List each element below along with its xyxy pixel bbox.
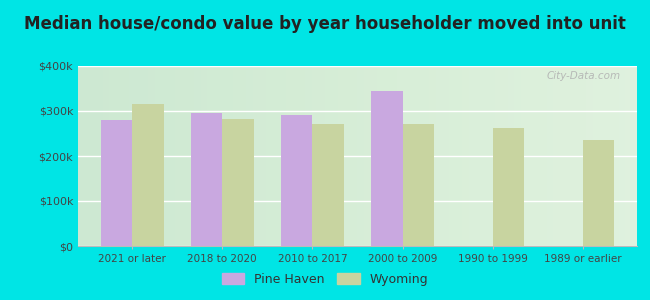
Bar — [190, 113, 222, 246]
Bar — [222, 118, 254, 246]
Text: City-Data.com: City-Data.com — [546, 71, 620, 81]
Bar — [281, 115, 313, 246]
Bar — [132, 104, 164, 246]
Bar — [371, 91, 402, 246]
Bar — [101, 120, 132, 246]
Text: Median house/condo value by year householder moved into unit: Median house/condo value by year househo… — [24, 15, 626, 33]
Legend: Pine Haven, Wyoming: Pine Haven, Wyoming — [216, 268, 434, 291]
Bar — [402, 124, 434, 246]
Bar — [313, 124, 344, 246]
Bar — [493, 128, 525, 246]
Bar — [583, 140, 614, 246]
